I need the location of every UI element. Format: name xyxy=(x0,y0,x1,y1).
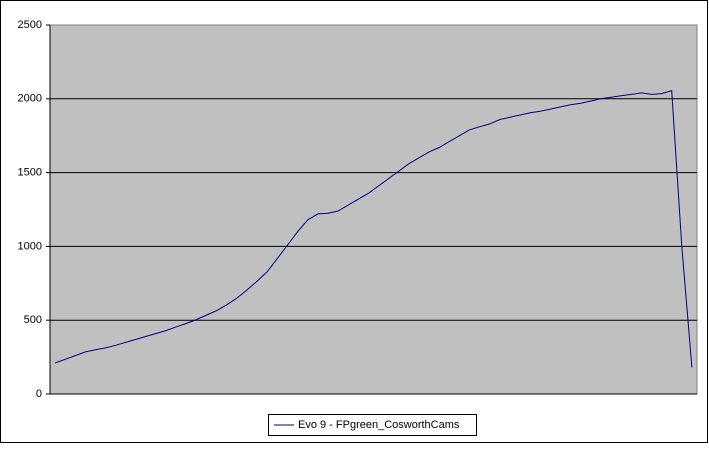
y-tick-label: 0 xyxy=(36,388,42,400)
data-line xyxy=(54,90,693,368)
y-tick-label: 1000 xyxy=(18,240,42,252)
y-tick-label: 2500 xyxy=(18,19,42,31)
legend xyxy=(268,414,477,436)
y-tick-label: 1500 xyxy=(18,167,42,179)
y-tick-label: 500 xyxy=(24,314,42,326)
legend-label: Evo 9 - FPgreen_CosworthCams xyxy=(298,419,460,431)
y-tick-label: 2000 xyxy=(18,93,42,105)
plot-area xyxy=(49,24,698,395)
